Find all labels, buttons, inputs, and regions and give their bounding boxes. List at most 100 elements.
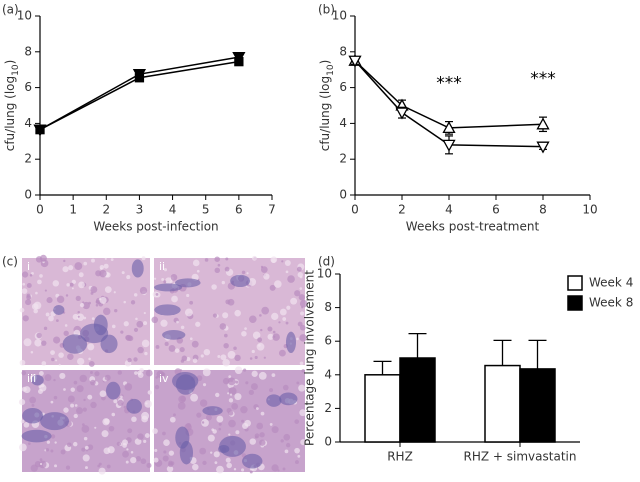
tissue-texture (249, 357, 253, 360)
tissue-texture (21, 386, 27, 392)
tissue-texture (79, 374, 87, 383)
tissue-texture (263, 273, 270, 280)
tissue-texture (29, 273, 33, 277)
tissue-texture (104, 374, 111, 381)
tissue-texture (243, 368, 247, 372)
tissue-texture (192, 358, 198, 364)
tissue-texture (133, 293, 138, 297)
tissue-texture (199, 447, 207, 455)
tissue-texture (154, 448, 158, 453)
tissue-texture (125, 460, 129, 464)
tissue-texture (160, 372, 166, 378)
tissue-texture (67, 395, 75, 403)
x-tick-label: 5 (202, 203, 210, 217)
tissue-texture (21, 370, 27, 376)
tissue-texture (163, 439, 170, 446)
tissue-texture (30, 351, 34, 354)
tissue-texture (90, 371, 93, 374)
tissue-texture (246, 272, 249, 275)
tissue-texture (259, 432, 265, 438)
y-tick-label: 6 (24, 80, 32, 94)
tissue-texture (271, 464, 279, 472)
lesion (218, 444, 230, 454)
y-axis-label-part: ) (3, 60, 17, 65)
tissue-texture (278, 349, 286, 357)
tissue-texture (186, 293, 190, 298)
tissue-texture (271, 426, 279, 434)
marker (442, 121, 456, 134)
tissue-texture (111, 324, 116, 329)
tissue-texture (50, 449, 54, 453)
tissue-texture (151, 316, 159, 324)
tissue-texture (296, 266, 302, 272)
tissue-texture (214, 267, 221, 274)
x-tick-label: 0 (351, 203, 359, 217)
tissue-texture (176, 320, 179, 324)
lesion (179, 440, 194, 465)
y-tick-label: 8 (339, 44, 347, 58)
tissue-texture (260, 411, 265, 416)
tissue-texture (68, 265, 74, 271)
tissue-texture (224, 333, 228, 338)
tissue-texture (170, 273, 178, 281)
tissue-texture (139, 286, 148, 295)
tissue-texture (214, 256, 220, 262)
tissue-texture (22, 282, 26, 286)
tissue-texture (227, 350, 236, 359)
tissue-texture (286, 305, 291, 310)
tissue-texture (114, 308, 118, 313)
tissue-texture (299, 324, 306, 331)
y-tick-label: 10 (332, 9, 347, 23)
tissue-texture (31, 271, 34, 275)
tissue-texture (294, 290, 301, 297)
tissue-texture (30, 464, 38, 472)
tissue-texture (104, 418, 110, 425)
y-tick-label: 2 (324, 401, 332, 415)
tissue-texture (73, 441, 78, 447)
tissue-texture (83, 436, 88, 441)
tissue-texture (143, 439, 147, 443)
tissue-texture (73, 413, 78, 419)
tissue-texture (22, 271, 29, 278)
tissue-texture (90, 401, 97, 409)
tissue-texture (163, 268, 168, 272)
tissue-texture (41, 340, 47, 346)
y-tick-label: 8 (324, 300, 332, 314)
tissue-texture (212, 313, 218, 318)
tissue-texture (100, 267, 103, 270)
bar (484, 364, 521, 443)
tissue-texture (82, 407, 87, 412)
tissue-texture (62, 266, 69, 273)
x-tick-label: 2 (398, 203, 406, 217)
tissue-texture (261, 306, 270, 315)
series-line (354, 60, 544, 148)
lesion (154, 304, 181, 316)
tissue-texture (228, 410, 234, 416)
tissue-texture (241, 330, 247, 337)
tissue-texture (94, 426, 97, 429)
tissue-texture (122, 450, 129, 458)
y-tick-label: 2 (24, 152, 32, 166)
tissue-texture (127, 428, 133, 434)
tissue-texture (267, 326, 273, 332)
tissue-texture (219, 323, 227, 330)
series-line (354, 60, 544, 129)
tissue-texture (152, 428, 158, 434)
tissue-texture (116, 441, 121, 447)
legend-label: Week 8 (589, 296, 633, 310)
y-tick-label: 4 (324, 367, 332, 381)
tissue-texture (52, 280, 60, 287)
tissue-texture (222, 359, 230, 367)
y-axis-label-part: cfu/lung (log (318, 76, 332, 151)
tissue-texture (88, 357, 91, 361)
lesion (126, 398, 142, 414)
x-tick-label: 4 (445, 203, 453, 217)
y-axis-label: cfu/lung (log10) (3, 60, 21, 152)
tissue-texture (87, 343, 95, 351)
tissue-texture (127, 357, 132, 363)
tissue-texture (46, 297, 53, 304)
tissue-texture (257, 337, 263, 343)
tissue-texture (221, 280, 225, 285)
tissue-texture (137, 346, 144, 354)
tissue-texture (55, 319, 59, 323)
